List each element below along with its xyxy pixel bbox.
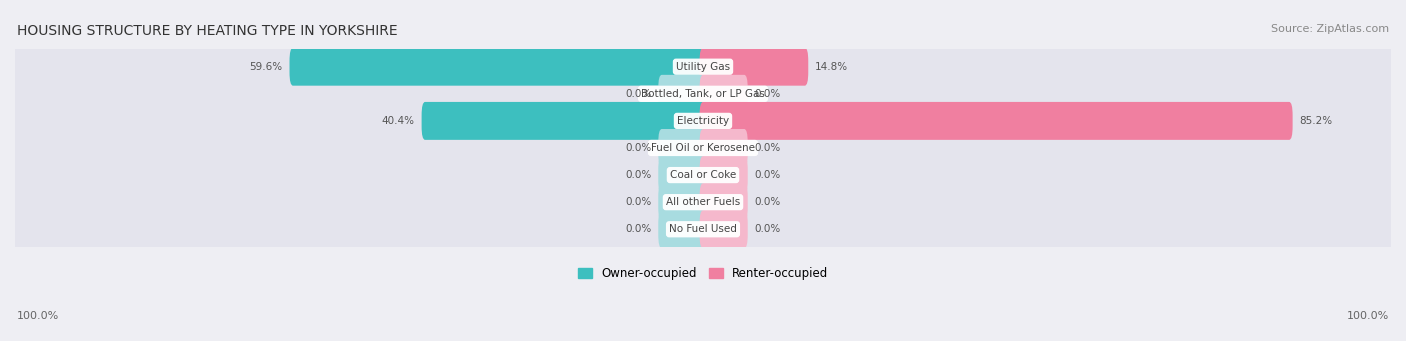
FancyBboxPatch shape [10,34,1396,99]
FancyBboxPatch shape [658,210,706,248]
Text: 85.2%: 85.2% [1299,116,1333,126]
Legend: Owner-occupied, Renter-occupied: Owner-occupied, Renter-occupied [572,262,834,284]
FancyBboxPatch shape [10,170,1396,235]
Text: Source: ZipAtlas.com: Source: ZipAtlas.com [1271,24,1389,34]
FancyBboxPatch shape [658,156,706,194]
FancyBboxPatch shape [700,156,748,194]
Text: 0.0%: 0.0% [755,170,780,180]
FancyBboxPatch shape [700,129,748,167]
Text: No Fuel Used: No Fuel Used [669,224,737,234]
FancyBboxPatch shape [10,197,1396,262]
FancyBboxPatch shape [422,102,706,140]
Text: Utility Gas: Utility Gas [676,62,730,72]
FancyBboxPatch shape [700,210,748,248]
FancyBboxPatch shape [658,129,706,167]
Text: HOUSING STRUCTURE BY HEATING TYPE IN YORKSHIRE: HOUSING STRUCTURE BY HEATING TYPE IN YOR… [17,24,398,38]
Text: 0.0%: 0.0% [626,143,651,153]
FancyBboxPatch shape [700,48,808,86]
FancyBboxPatch shape [10,61,1396,126]
Text: Electricity: Electricity [676,116,730,126]
Text: 0.0%: 0.0% [626,224,651,234]
FancyBboxPatch shape [658,75,706,113]
Text: 0.0%: 0.0% [626,89,651,99]
FancyBboxPatch shape [658,183,706,221]
FancyBboxPatch shape [700,102,1292,140]
Text: 100.0%: 100.0% [1347,311,1389,321]
Text: All other Fuels: All other Fuels [666,197,740,207]
Text: 14.8%: 14.8% [815,62,848,72]
Text: Bottled, Tank, or LP Gas: Bottled, Tank, or LP Gas [641,89,765,99]
Text: 0.0%: 0.0% [755,143,780,153]
FancyBboxPatch shape [10,143,1396,208]
FancyBboxPatch shape [10,88,1396,153]
FancyBboxPatch shape [700,183,748,221]
FancyBboxPatch shape [290,48,706,86]
Text: Coal or Coke: Coal or Coke [669,170,737,180]
FancyBboxPatch shape [10,116,1396,180]
Text: 0.0%: 0.0% [755,89,780,99]
Text: 100.0%: 100.0% [17,311,59,321]
Text: 0.0%: 0.0% [626,197,651,207]
Text: 59.6%: 59.6% [249,62,283,72]
Text: Fuel Oil or Kerosene: Fuel Oil or Kerosene [651,143,755,153]
Text: 40.4%: 40.4% [381,116,415,126]
Text: 0.0%: 0.0% [626,170,651,180]
Text: 0.0%: 0.0% [755,224,780,234]
Text: 0.0%: 0.0% [755,197,780,207]
FancyBboxPatch shape [700,75,748,113]
